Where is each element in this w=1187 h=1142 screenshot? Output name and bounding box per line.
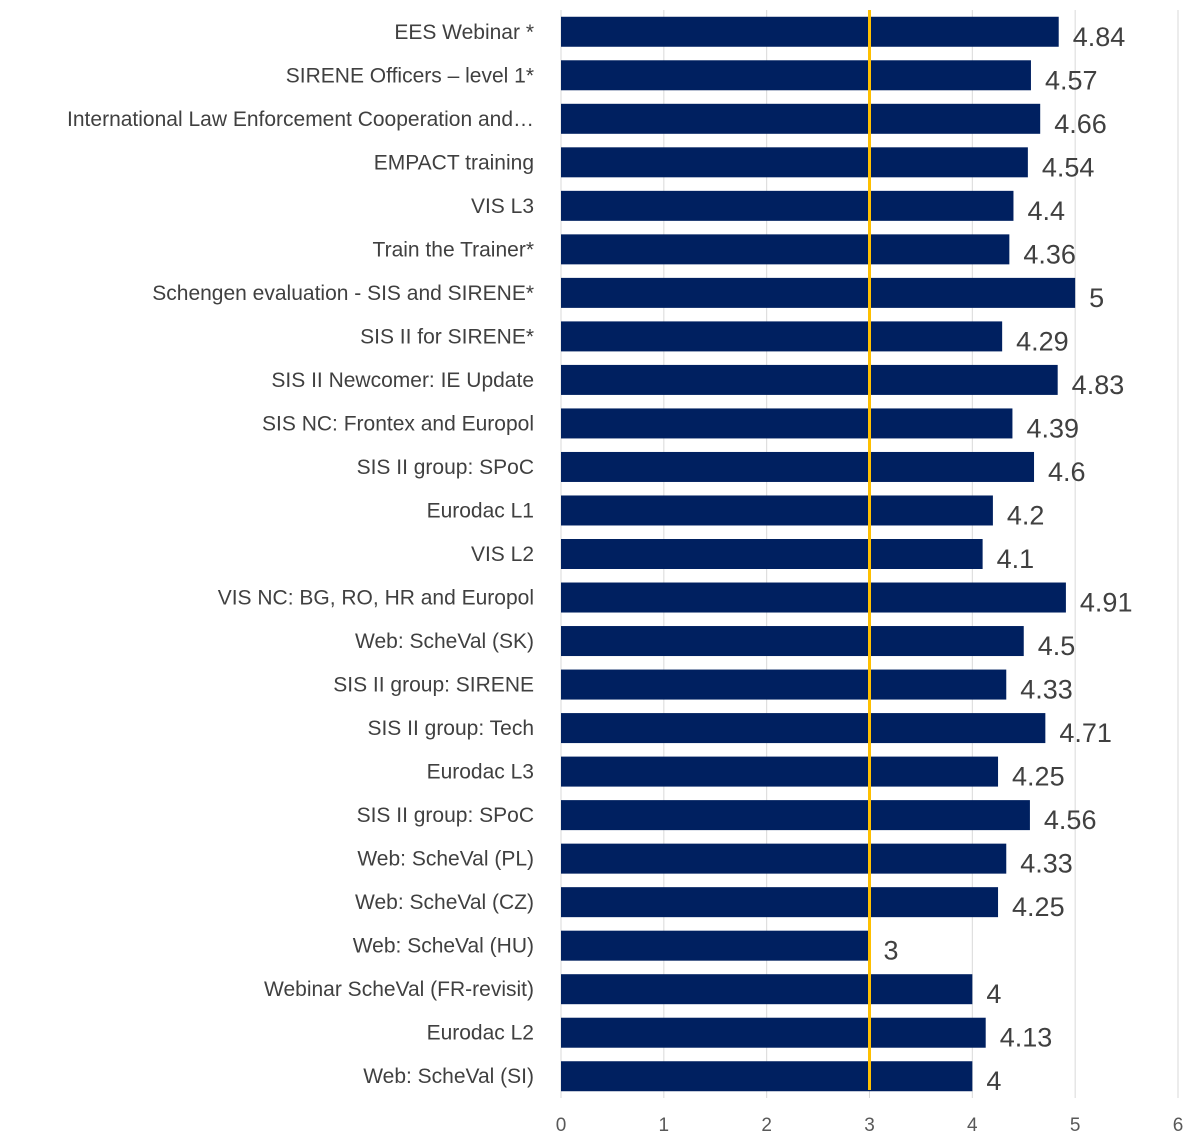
bar-23 [561,974,973,1005]
category-label-18: Eurodac L3 [427,761,534,784]
category-label-11: SIS II group: SPoC [357,456,534,479]
value-label-14: 4.91 [1080,588,1133,618]
bar-22 [561,930,870,961]
value-labels: 4.844.574.664.544.44.3654.294.834.394.64… [884,22,1133,1096]
category-label-19: SIS II group: SPoC [357,804,534,827]
bar-5 [561,190,1014,221]
category-label-4: EMPACT training [374,151,534,174]
bar-12 [561,495,993,526]
x-tick-label-4: 4 [967,1115,978,1136]
bar-9 [561,364,1058,395]
value-label-2: 4.57 [1045,65,1098,95]
bar-16 [561,669,1007,700]
value-label-20: 4.33 [1020,849,1073,879]
category-label-3: International Law Enforcement Cooperatio… [67,108,534,131]
value-label-15: 4.5 [1038,631,1076,661]
value-label-10: 4.39 [1026,413,1079,443]
category-label-7: Schengen evaluation - SIS and SIRENE* [152,282,534,305]
category-label-10: SIS NC: Frontex and Europol [262,412,534,435]
bar-21 [561,887,999,918]
bar-8 [561,321,1003,352]
x-tick-label-2: 2 [761,1115,772,1136]
value-label-25: 4 [986,1066,1001,1096]
value-label-5: 4.4 [1027,196,1065,226]
category-label-22: Web: ScheVal (HU) [353,935,534,958]
category-label-9: SIS II Newcomer: IE Update [271,369,534,392]
x-axis-tick-labels: 0 1 2 3 4 5 6 [556,1115,1184,1136]
category-label-15: Web: ScheVal (SK) [355,630,534,653]
value-label-4: 4.54 [1042,152,1095,182]
value-label-12: 4.2 [1007,500,1045,530]
category-label-17: SIS II group: Tech [367,717,534,740]
bar-1 [561,16,1059,47]
value-label-19: 4.56 [1044,805,1097,835]
x-tick-label-3: 3 [864,1115,875,1136]
category-label-1: EES Webinar * [394,21,534,44]
value-label-7: 5 [1089,283,1104,313]
bar-2 [561,60,1031,91]
x-tick-label-0: 0 [556,1115,567,1136]
x-tick-label-5: 5 [1070,1115,1081,1136]
value-label-18: 4.25 [1012,762,1065,792]
bar-20 [561,843,1007,874]
category-label-8: SIS II for SIRENE* [360,325,534,348]
bar-25 [561,1061,973,1092]
bar-11 [561,451,1035,482]
bar-13 [561,539,983,569]
value-label-23: 4 [986,979,1001,1009]
category-label-12: Eurodac L1 [427,499,534,522]
bar-3 [561,103,1041,134]
value-label-17: 4.71 [1059,718,1112,748]
bar-15 [561,626,1024,657]
value-label-13: 4.1 [997,544,1035,574]
value-label-9: 4.83 [1072,370,1125,400]
value-label-22: 3 [884,936,899,966]
value-label-6: 4.36 [1023,239,1076,269]
category-labels: EES Webinar * SIRENE Officers – level 1* I… [67,21,534,1088]
bars [561,16,1076,1092]
category-label-23: Webinar ScheVal (FR-revisit) [264,978,534,1001]
value-label-16: 4.33 [1020,675,1073,705]
bar-10 [561,408,1013,439]
category-label-21: Web: ScheVal (CZ) [355,891,534,914]
bar-24 [561,1017,986,1048]
bar-6 [561,234,1010,265]
category-label-25: Web: ScheVal (SI) [363,1065,534,1088]
value-label-1: 4.84 [1073,22,1126,52]
category-label-14: VIS NC: BG, RO, HR and Europol [218,587,534,610]
value-label-11: 4.6 [1048,457,1086,487]
value-label-3: 4.66 [1054,109,1107,139]
value-label-21: 4.25 [1012,892,1065,922]
category-label-5: VIS L3 [471,195,534,218]
category-label-16: SIS II group: SIRENE [333,674,534,697]
bar-18 [561,756,999,787]
x-tick-label-6: 6 [1173,1115,1184,1136]
value-label-24: 4.13 [1000,1023,1053,1053]
value-label-8: 4.29 [1016,326,1069,356]
bar-19 [561,800,1030,831]
bar-17 [561,713,1046,744]
x-tick-label-1: 1 [659,1115,670,1136]
category-label-2: SIRENE Officers – level 1* [286,64,534,87]
category-label-6: Train the Trainer* [373,238,534,261]
bar-14 [561,582,1066,613]
bar-7 [561,277,1076,308]
category-label-13: VIS L2 [471,543,534,566]
category-label-20: Web: ScheVal (PL) [357,848,534,871]
category-label-24: Eurodac L2 [427,1022,534,1045]
bar-4 [561,147,1028,178]
